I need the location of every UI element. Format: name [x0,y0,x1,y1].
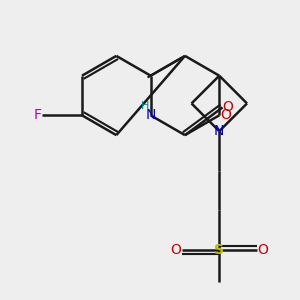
Text: O: O [223,100,233,114]
Text: O: O [220,108,231,122]
Text: N: N [214,124,224,138]
Text: F: F [34,108,42,122]
Text: N: N [146,108,156,122]
Text: O: O [257,243,268,257]
Text: H: H [140,101,149,111]
Text: O: O [170,243,181,257]
Text: S: S [214,243,224,257]
